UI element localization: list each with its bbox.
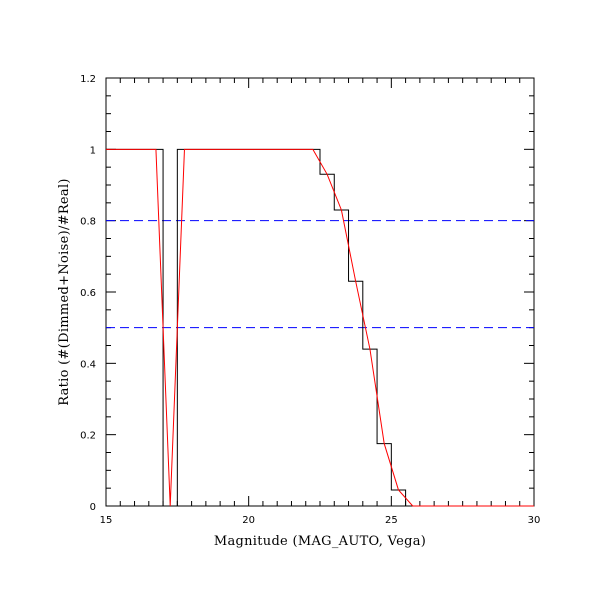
reference-lines xyxy=(106,220,534,329)
y-tick-label: 0.6 xyxy=(80,288,96,299)
x-tick-label: 20 xyxy=(242,515,255,526)
y-tick-label: 1 xyxy=(90,145,96,156)
y-axis-label: Ratio (#(Dimmed+Noise)/#Real) xyxy=(57,178,72,406)
tick-labels: 15 20 25 30 0 0.2 0.4 0.6 0.8 1 1.2 xyxy=(80,74,540,526)
plot-frame xyxy=(105,77,535,507)
y-tick-label: 0 xyxy=(90,502,96,513)
fit-line-series xyxy=(106,148,534,507)
y-tick-label: 1.2 xyxy=(80,74,96,85)
data-series xyxy=(106,148,534,507)
x-tick-label: 30 xyxy=(528,515,541,526)
x-tick-label: 25 xyxy=(385,515,398,526)
x-tick-label: 15 xyxy=(100,515,113,526)
y-tick-label: 0.8 xyxy=(80,217,96,228)
y-tick-label: 0.2 xyxy=(80,431,96,442)
axis-ticks xyxy=(105,77,535,507)
plot-frame-group xyxy=(105,77,535,507)
y-tick-label: 0.4 xyxy=(80,359,96,370)
x-axis-label: Magnitude (MAG_AUTO, Vega) xyxy=(214,534,426,549)
